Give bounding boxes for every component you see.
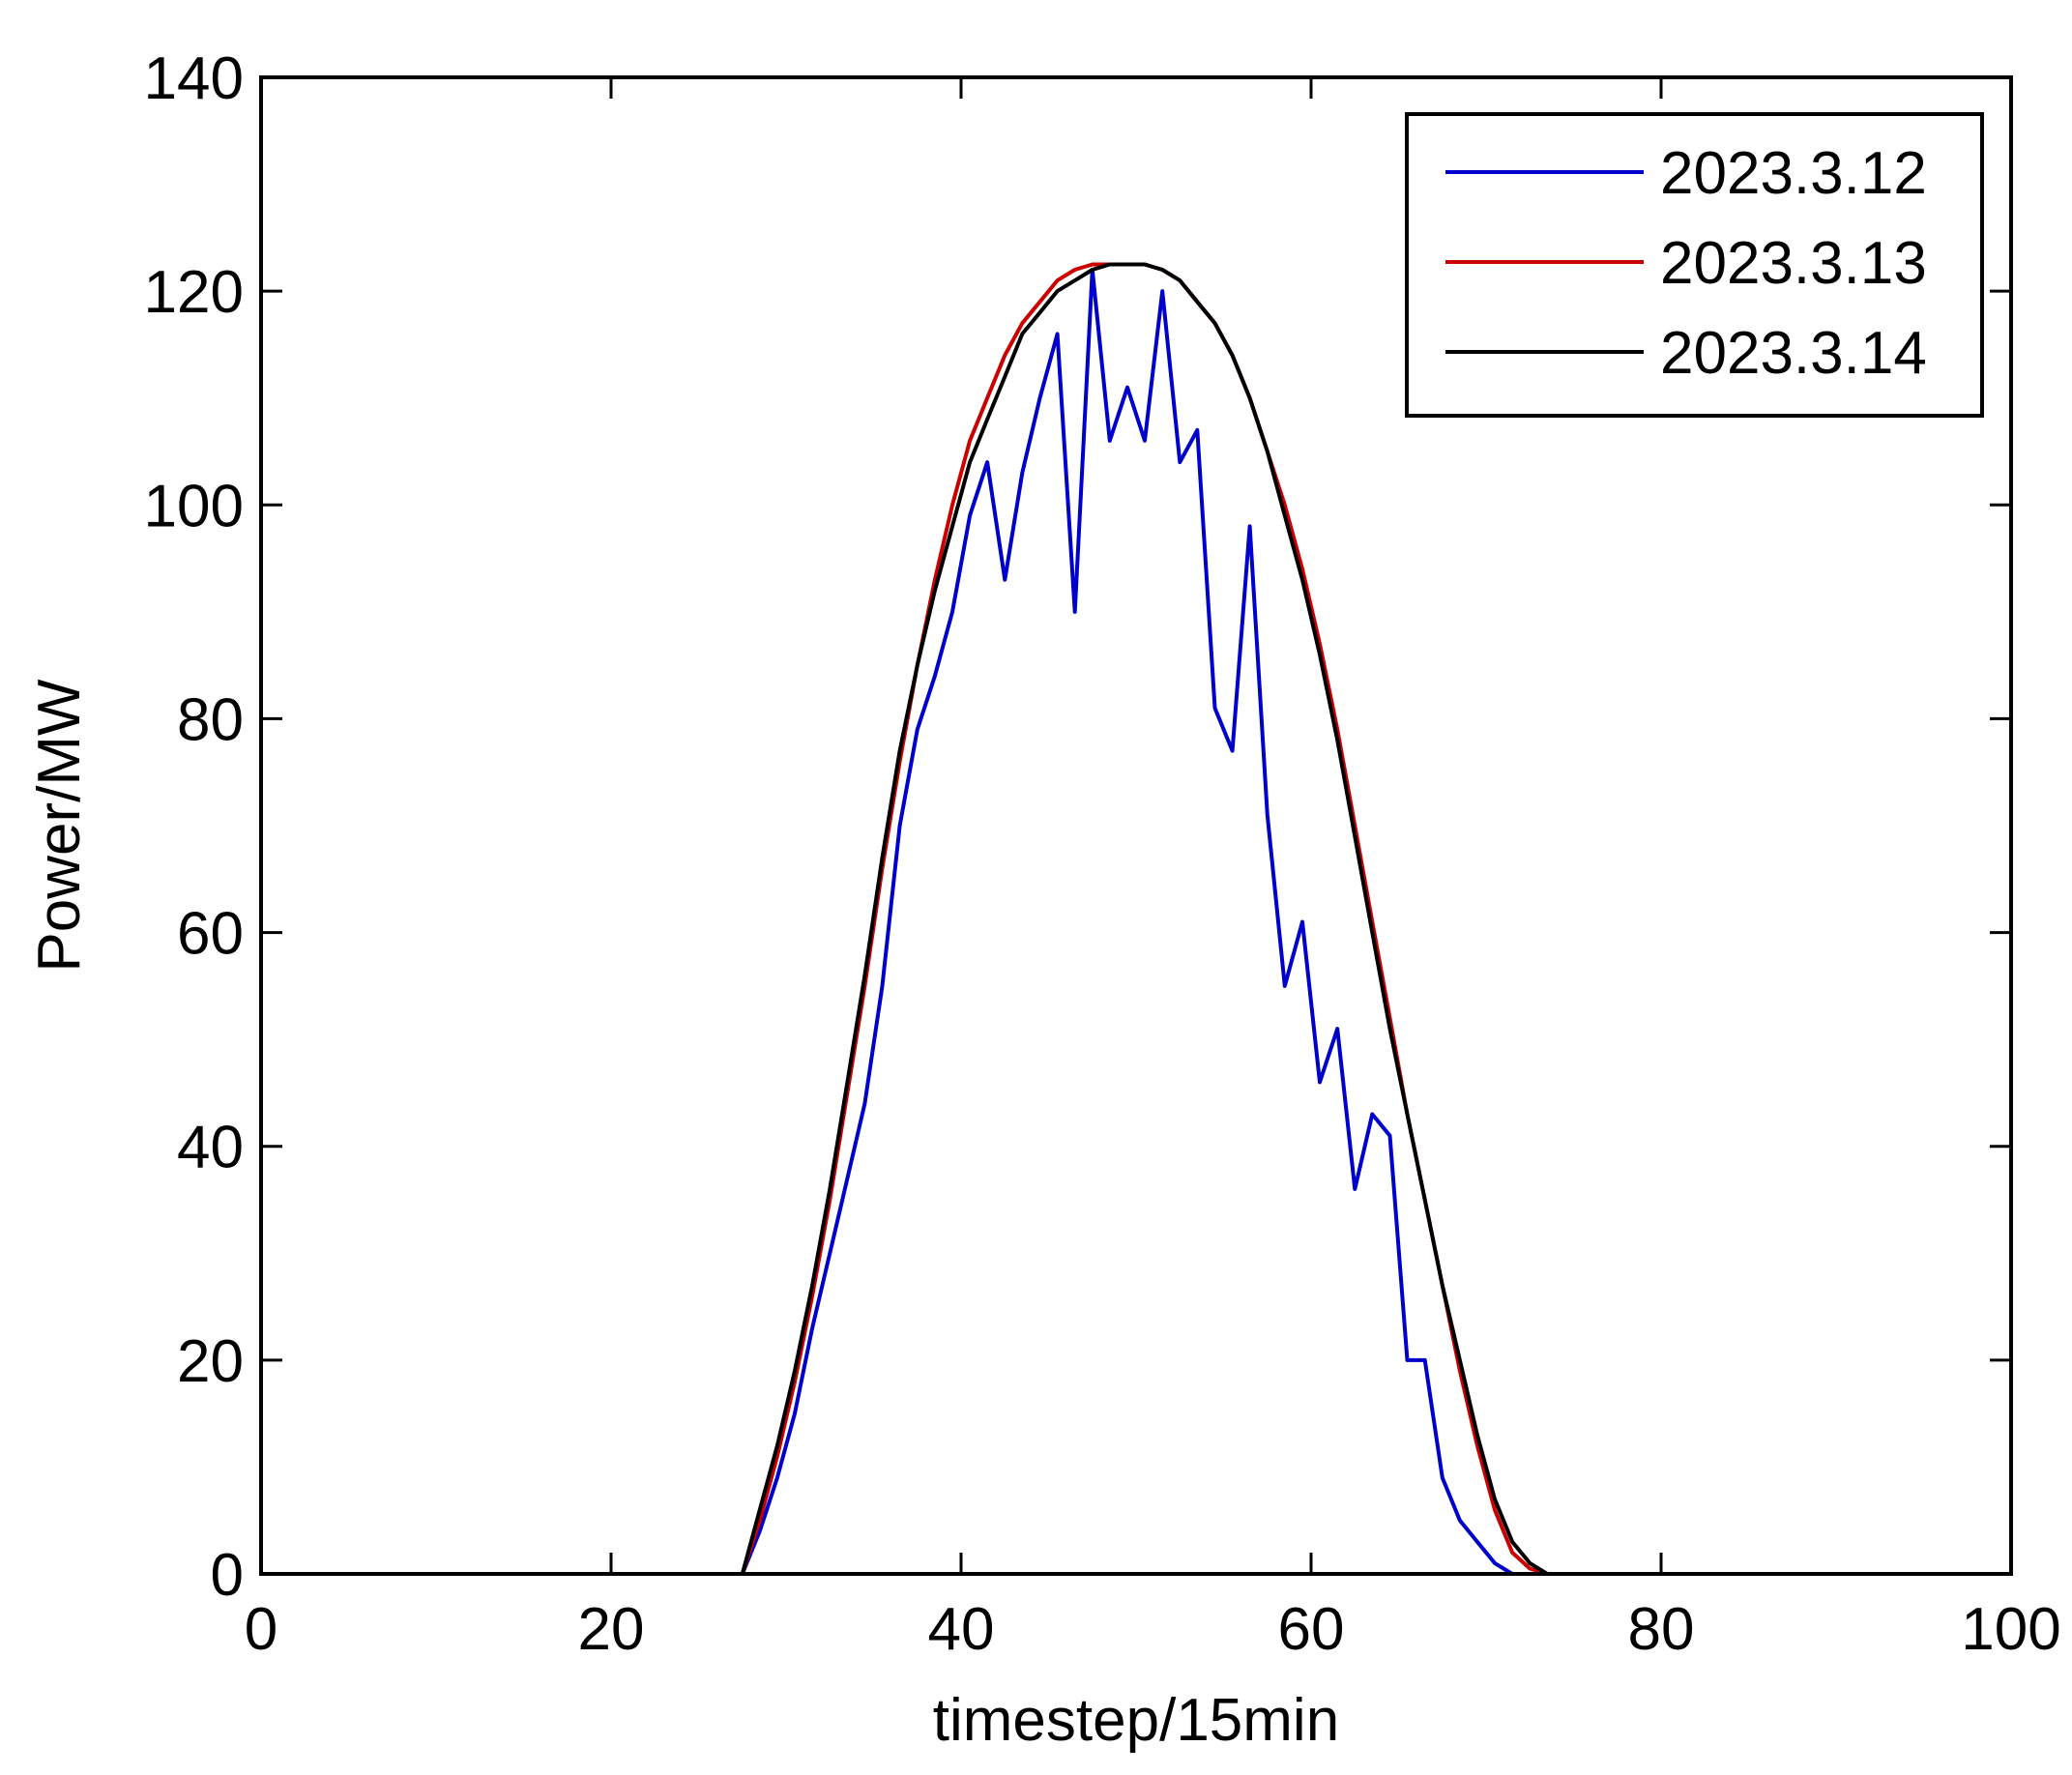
x-tick-label: 40 xyxy=(928,1596,995,1663)
legend-label-3: 2023.3.14 xyxy=(1660,320,1927,387)
y-tick-label: 140 xyxy=(144,45,244,112)
y-tick-label: 120 xyxy=(144,259,244,326)
x-tick-label: 100 xyxy=(1961,1596,2060,1663)
x-tick-label: 20 xyxy=(578,1596,645,1663)
series-line-1 xyxy=(740,268,1548,1576)
y-tick-label: 80 xyxy=(177,686,244,753)
plot-frame xyxy=(259,75,2013,1576)
y-tick-label: 60 xyxy=(177,901,244,968)
series-layer xyxy=(740,262,1565,1576)
x-tick-label: 0 xyxy=(245,1596,277,1663)
legend: 2023.3.12 2023.3.13 2023.3.14 xyxy=(1405,112,1984,418)
x-axis-label: timestep/15min xyxy=(933,1687,1339,1754)
y-tick-label: 100 xyxy=(144,473,244,539)
legend-box xyxy=(1405,112,1984,418)
y-tick-label: 20 xyxy=(177,1328,244,1395)
x-tick-label: 60 xyxy=(1278,1596,1345,1663)
legend-label-2: 2023.3.13 xyxy=(1660,230,1927,297)
ticks-layer: 0 20 40 60 80 100 0 20 40 60 80 100 120 140 xyxy=(144,45,2061,1663)
series-line-3 xyxy=(740,262,1565,1576)
x-tick-label: 80 xyxy=(1628,1596,1695,1663)
y-tick-label: 40 xyxy=(177,1115,244,1181)
y-axis-label: Power/MW xyxy=(26,679,93,973)
y-tick-label: 0 xyxy=(211,1542,244,1609)
legend-label-1: 2023.3.12 xyxy=(1660,140,1927,207)
